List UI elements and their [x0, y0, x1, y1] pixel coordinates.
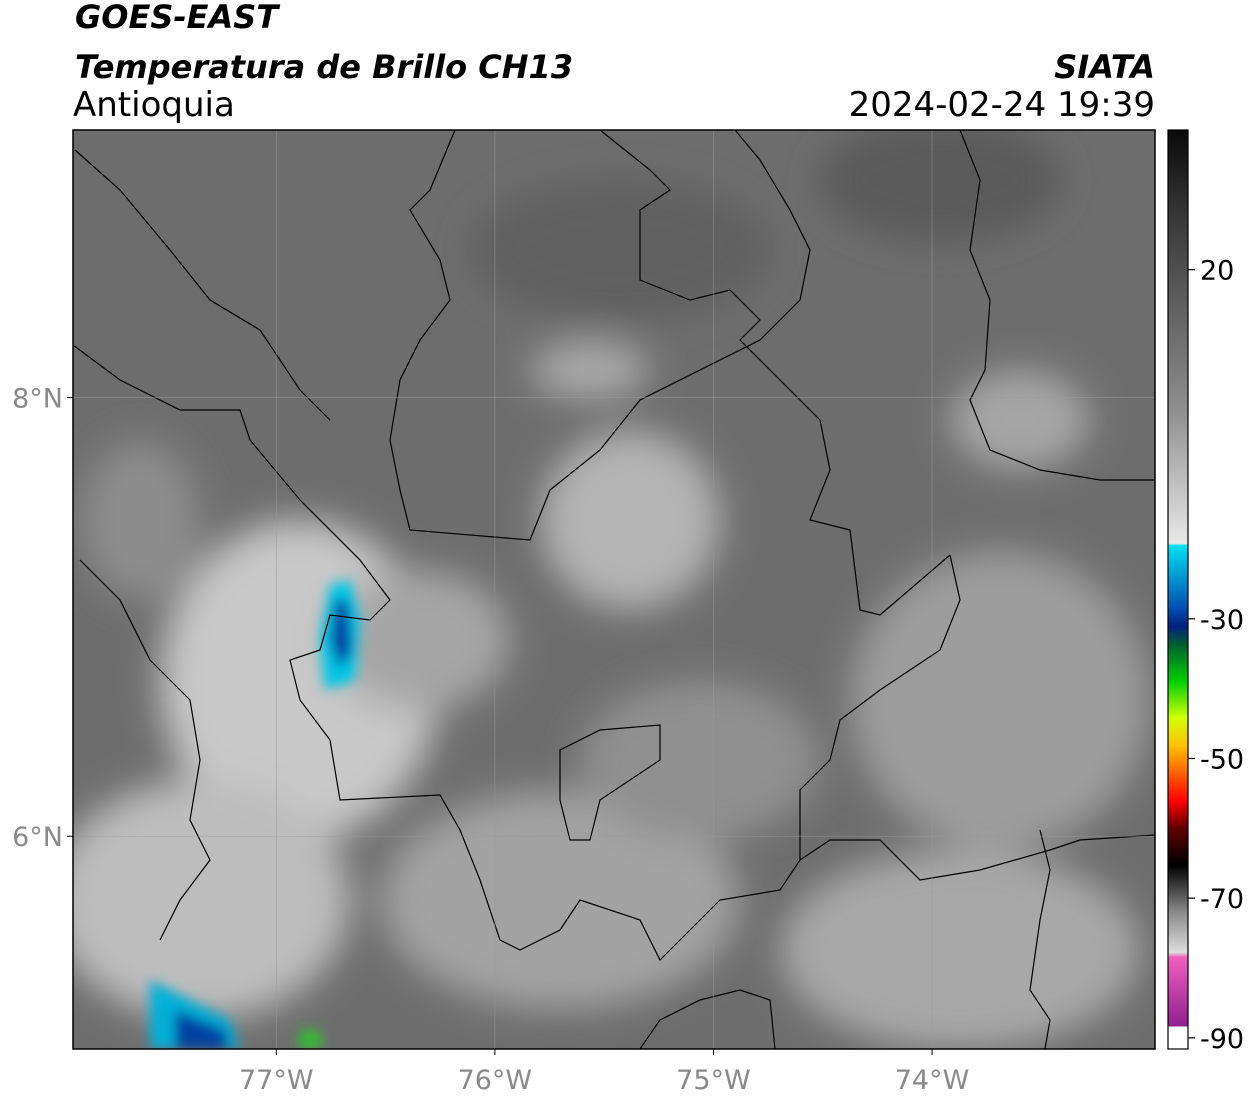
colorbar — [1167, 129, 1189, 1050]
borders — [73, 130, 1155, 1049]
y-tick-label: 6°N — [12, 822, 63, 853]
region: Antioquia — [73, 85, 235, 125]
satellite-image — [73, 130, 1155, 1049]
colorbar-tick-label: 20 — [1200, 256, 1234, 287]
x-tick-label: 76°W — [458, 1065, 533, 1096]
map-frame — [72, 129, 1156, 1050]
source: SIATA — [1054, 48, 1155, 86]
title: GOES-EAST — [75, 0, 280, 36]
subtitle: Temperatura de Brillo CH13 — [75, 48, 573, 86]
colorbar-tick-label: -70 — [1200, 884, 1244, 915]
x-tick-label: 74°W — [895, 1065, 970, 1096]
grid — [73, 130, 1155, 1049]
colorbar-tick-label: -30 — [1200, 605, 1244, 636]
colorbar-tick-label: -50 — [1200, 744, 1244, 775]
timestamp: 2024-02-24 19:39 — [849, 85, 1155, 125]
colorbar-tick-label: -90 — [1200, 1024, 1244, 1055]
x-tick-label: 77°W — [239, 1065, 314, 1096]
y-tick-label: 8°N — [12, 384, 63, 415]
x-tick-label: 75°W — [676, 1065, 751, 1096]
